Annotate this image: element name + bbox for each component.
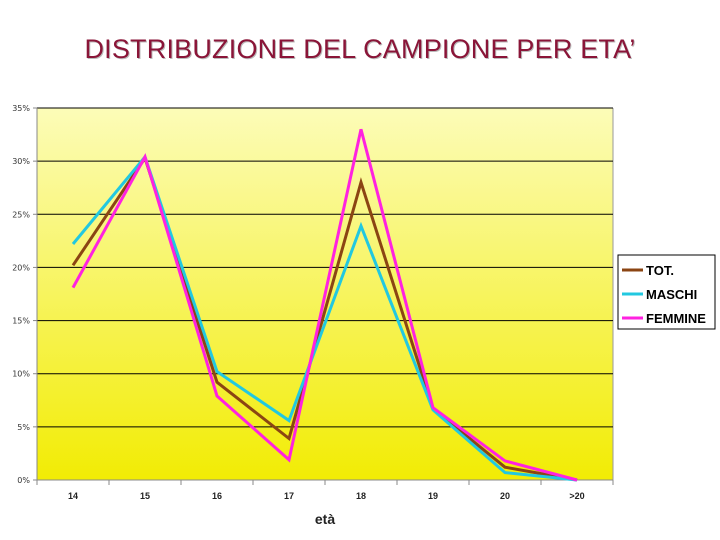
legend-label: MASCHI xyxy=(646,287,697,302)
x-tick-label: 17 xyxy=(284,491,294,501)
y-tick-label: 30% xyxy=(12,157,30,166)
y-tick-label: 20% xyxy=(12,263,30,272)
legend-label: TOT. xyxy=(646,263,674,278)
series-lines xyxy=(71,128,578,482)
gridlines xyxy=(37,107,613,428)
legend: TOT. MASCHI FEMMINE xyxy=(617,254,716,330)
y-tick-label: 35% xyxy=(12,104,30,113)
x-tick-label: >20 xyxy=(569,491,584,501)
y-tick-label: 0% xyxy=(17,476,30,485)
y-tick-label: 15% xyxy=(12,317,30,326)
y-tick-label: 25% xyxy=(12,210,30,219)
x-axis-ticks: 14 15 16 17 18 19 20 >20 xyxy=(36,480,614,501)
legend-label: FEMMINE xyxy=(646,311,706,326)
x-tick-label: 14 xyxy=(68,491,78,501)
y-tick-label: 10% xyxy=(12,370,30,379)
x-tick-label: 19 xyxy=(428,491,438,501)
x-tick-label: 20 xyxy=(500,491,510,501)
series-line-femmine xyxy=(71,128,578,482)
page-title: DISTRIBUZIONE DEL CAMPIONE PER ETA’ xyxy=(84,34,636,64)
y-tick-label: 5% xyxy=(17,423,30,432)
x-tick-label: 15 xyxy=(140,491,150,501)
y-axis-ticks: 0% 5% 10% 15% 20% 25% 30% 35% xyxy=(12,104,37,485)
x-tick-label: 18 xyxy=(356,491,366,501)
x-tick-label: 16 xyxy=(212,491,222,501)
x-axis-title: età xyxy=(315,511,335,527)
